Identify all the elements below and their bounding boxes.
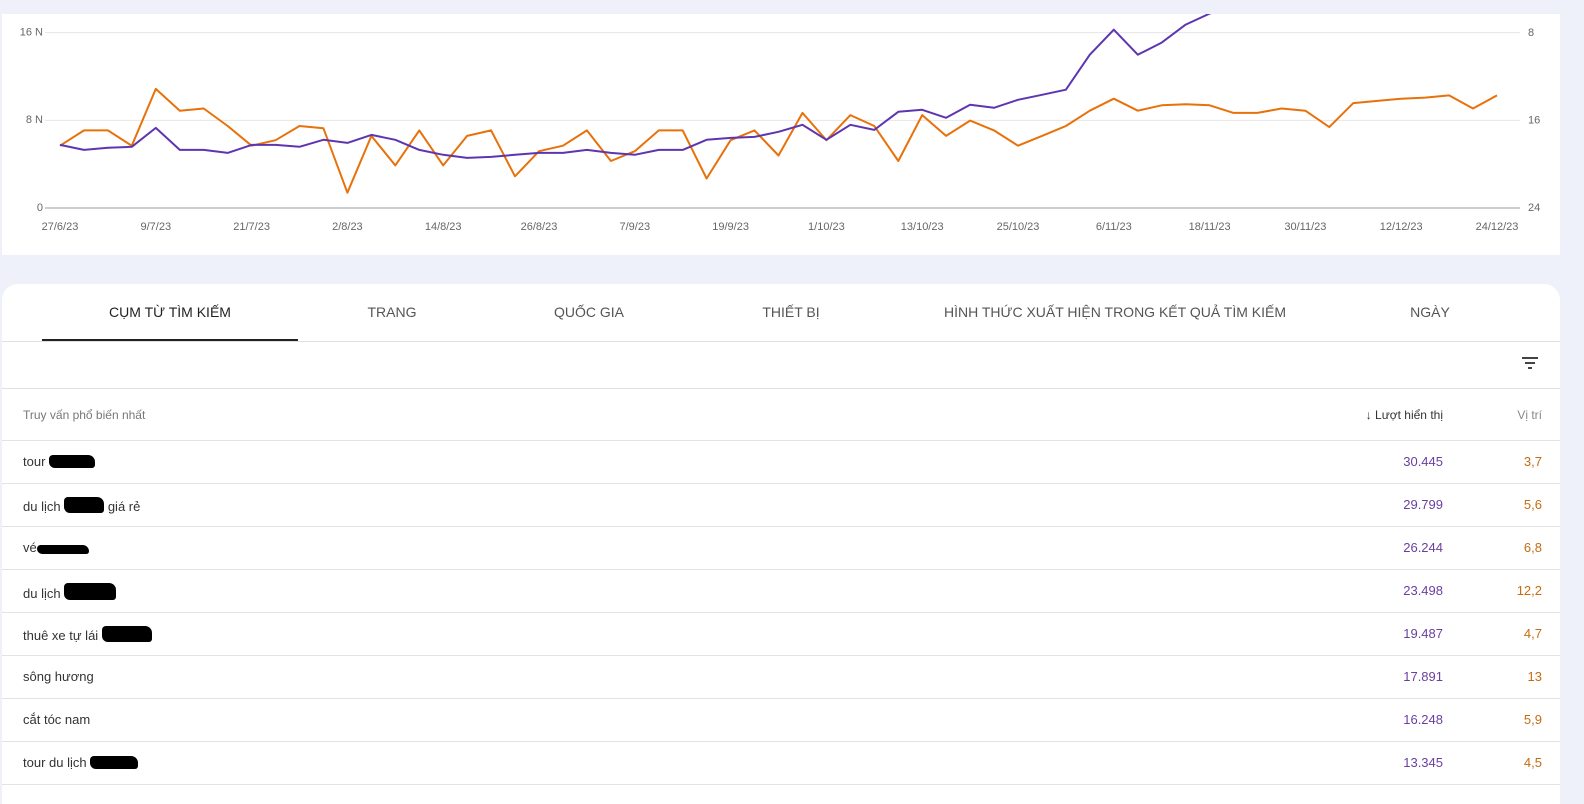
- impressions: 13.345: [1403, 755, 1443, 770]
- x-tick-label: 9/7/23: [141, 221, 172, 233]
- table-row[interactable]: du lịch giá rẻ 29.799 5,6: [2, 484, 1560, 527]
- x-tick-label: 13/10/23: [901, 221, 944, 233]
- position: 4,7: [1523, 626, 1542, 641]
- x-tick-label: 14/8/23: [425, 221, 462, 233]
- position: 5,6: [1523, 497, 1542, 512]
- impressions: 29.799: [1403, 497, 1443, 512]
- x-tick-label: 19/9/23: [712, 221, 749, 233]
- sort-arrow: ↓: [1365, 408, 1376, 422]
- x-tick-label: 7/9/23: [620, 221, 651, 233]
- query-text: tour du lịch: [23, 755, 87, 770]
- tab[interactable]: NGÀY: [1410, 304, 1450, 320]
- tab[interactable]: HÌNH THỨC XUẤT HIỆN TRONG KẾT QUẢ TÌM KI…: [943, 304, 1287, 320]
- tab-bar: CỤM TỪ TÌM KIẾM TRANG QUỐC GIA THIẾT BỊ …: [2, 284, 1560, 342]
- redaction: [49, 455, 96, 468]
- tab[interactable]: THIẾT BỊ: [762, 304, 820, 320]
- table-row[interactable]: sông hương 17.891 13: [2, 656, 1560, 699]
- query: tour du lịch: [23, 755, 139, 770]
- tab[interactable]: TRANG: [367, 304, 417, 320]
- active-tab-indicator: [42, 339, 298, 341]
- position: 13: [1527, 669, 1542, 684]
- query-text: vé: [23, 540, 37, 555]
- table-row[interactable]: tour 30.445 3,7: [2, 441, 1560, 484]
- x-tick-label: 1/10/23: [808, 221, 845, 233]
- y-tick-label: 0: [37, 202, 43, 214]
- tab[interactable]: CỤM TỪ TÌM KIẾM: [109, 304, 231, 320]
- y2-tick-label: 16: [1528, 114, 1540, 126]
- query: thuê xe tự lái: [23, 626, 152, 643]
- tab[interactable]: QUỐC GIA: [553, 304, 625, 320]
- query: tour: [23, 454, 96, 469]
- x-tick-label: 12/12/23: [1380, 221, 1423, 233]
- redaction: [64, 497, 105, 513]
- redaction: [90, 756, 139, 769]
- filter-bar: [2, 342, 1560, 389]
- query: sông hương: [23, 669, 94, 684]
- query-text: du lịch: [23, 499, 61, 514]
- table-row[interactable]: tour du lịch 13.345 4,5: [2, 742, 1560, 785]
- table-row[interactable]: vé 26.244 6,8: [2, 527, 1560, 570]
- query: cắt tóc nam: [23, 712, 90, 727]
- impressions: 26.244: [1403, 540, 1443, 555]
- series-line: [59, 14, 1212, 159]
- y2-tick-label: 8: [1528, 27, 1534, 39]
- y2-tick-label: 24: [1528, 202, 1540, 214]
- x-tick-label: 24/12/23: [1476, 221, 1519, 233]
- table-row[interactable]: thuê xe tự lái 19.487 4,7: [2, 613, 1560, 656]
- redaction: [36, 545, 89, 554]
- query-text: giá rẻ: [107, 499, 141, 514]
- impressions: 17.891: [1403, 669, 1443, 684]
- header-position[interactable]: Vị trí: [1517, 408, 1542, 422]
- table-header: Truy vấn phổ biến nhất ↓ Lượt hiển thị V…: [2, 389, 1560, 441]
- query: vé: [23, 540, 89, 555]
- x-tick-label: 26/8/23: [521, 221, 558, 233]
- impressions: 23.498: [1403, 583, 1443, 598]
- filter-icon[interactable]: [1521, 354, 1539, 372]
- x-tick-label: 2/8/23: [332, 221, 363, 233]
- x-tick-label: 21/7/23: [233, 221, 270, 233]
- y-tick-label: 8 N: [26, 114, 43, 126]
- query-text: tour: [23, 454, 46, 469]
- query-text: cắt tóc nam: [23, 712, 91, 727]
- redaction: [101, 626, 152, 642]
- position: 6,8: [1523, 540, 1542, 555]
- query-text: thuê xe tự lái: [23, 628, 99, 643]
- table-row[interactable]: cắt tóc nam 16.248 5,9: [2, 699, 1560, 742]
- header-impressions-text: Lượt hiển thị: [1375, 408, 1443, 422]
- query: du lịch giá rẻ: [23, 497, 140, 514]
- x-tick-label: 25/10/23: [997, 221, 1040, 233]
- query-text: du lịch: [23, 586, 61, 601]
- x-tick-label: 27/6/23: [42, 221, 79, 233]
- x-tick-label: 18/11/23: [1189, 221, 1231, 233]
- impressions: 16.248: [1403, 712, 1443, 727]
- redaction: [64, 583, 117, 600]
- chart: 0 8 N 16 N 8 16 24 27/6/23 9/7/23 21/7/23 2/8/23 1…: [2, 14, 1560, 255]
- header-impressions[interactable]: ↓ Lượt hiển thị: [1366, 408, 1443, 422]
- impressions: 30.445: [1403, 454, 1443, 469]
- query: du lịch: [23, 583, 117, 601]
- impressions: 19.487: [1403, 626, 1443, 641]
- header-query: Truy vấn phổ biến nhất: [23, 408, 146, 422]
- position: 5,9: [1523, 712, 1542, 727]
- x-tick-label: 6/11/23: [1096, 221, 1132, 233]
- y-tick-label: 16 N: [20, 27, 43, 39]
- table-card: CỤM TỪ TÌM KIẾM TRANG QUỐC GIA THIẾT BỊ …: [2, 284, 1560, 804]
- position: 4,5: [1523, 755, 1542, 770]
- table-row[interactable]: du lịch 23.498 12,2: [2, 570, 1560, 613]
- position: 12,2: [1516, 583, 1542, 598]
- position: 3,7: [1523, 454, 1542, 469]
- x-tick-label: 30/11/23: [1284, 221, 1326, 233]
- chart-card: [2, 14, 1560, 255]
- query-text: sông hương: [23, 669, 94, 684]
- series-line: [59, 87, 1498, 194]
